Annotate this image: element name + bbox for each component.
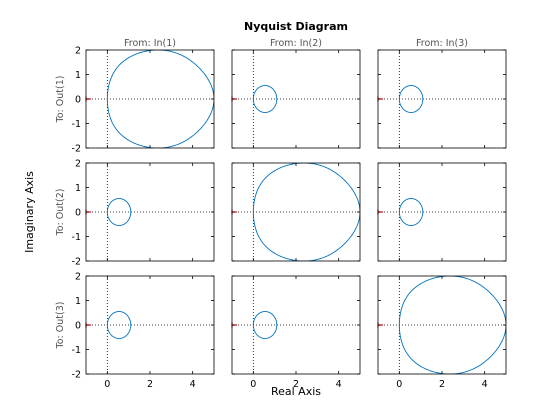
subplot-r2c1: -2 -1 0 1 2 To: Out(2) (55, 159, 215, 268)
x-tick-label: 0 (396, 379, 402, 390)
subplot-r3c2: 0 2 4 (231, 275, 361, 390)
row-header: To: Out(1) (55, 76, 66, 124)
y-tick-label: -2 (72, 144, 81, 155)
y-tick-label: 1 (75, 70, 81, 81)
x-tick-label: 4 (482, 379, 488, 390)
subplot-r1c3: From: In(3) (377, 38, 507, 149)
y-tick-label: 1 (75, 296, 81, 307)
nyquist-curve (398, 276, 506, 374)
x-tick-label: 2 (147, 379, 153, 390)
x-tick-label: 4 (336, 379, 342, 390)
column-header: From: In(2) (270, 38, 322, 49)
subplot-grid: -2 -1 0 1 2 From: In(1) To: Out(1) From: In(2) F… (55, 38, 507, 390)
x-tick-label: 2 (293, 379, 299, 390)
row-header: To: Out(3) (55, 302, 66, 350)
y-tick-label: 0 (75, 321, 81, 332)
subplot-r3c3: 0 2 4 (377, 275, 507, 390)
y-tick-label: -2 (72, 257, 81, 268)
subplot-r3c1: 0 2 4 -2 -1 0 1 2 To: Out(3) (55, 272, 215, 390)
nyquist-curve (252, 311, 278, 339)
y-tick-label: -2 (72, 370, 81, 381)
subplot-r1c2: From: In(2) (231, 38, 361, 149)
column-header: From: In(1) (124, 38, 176, 49)
nyquist-curve (252, 163, 360, 261)
subplot-r2c2 (231, 162, 361, 262)
nyquist-curve (106, 311, 132, 339)
y-tick-label: 1 (75, 183, 81, 194)
chart-title: Nyquist Diagram (244, 20, 348, 33)
row-header: To: Out(2) (55, 189, 66, 237)
nyquist-curve (398, 85, 424, 113)
subplot-r1c1: -2 -1 0 1 2 From: In(1) To: Out(1) (55, 38, 215, 155)
y-tick-label: 0 (75, 95, 81, 106)
y-tick-label: 2 (75, 272, 81, 283)
nyquist-curve (106, 198, 132, 226)
x-axis-label: Real Axis (271, 385, 321, 398)
x-tick-label: 0 (250, 379, 256, 390)
y-tick-label: 0 (75, 208, 81, 219)
y-tick-label: -1 (72, 119, 81, 130)
y-tick-label: -1 (72, 232, 81, 243)
nyquist-curve (252, 85, 278, 113)
y-tick-label: 2 (75, 159, 81, 170)
y-tick-label: -1 (72, 345, 81, 356)
x-tick-label: 0 (104, 379, 110, 390)
y-tick-label: 2 (75, 46, 81, 57)
subplot-r2c3 (377, 162, 507, 262)
y-axis-label: Imaginary Axis (23, 171, 36, 253)
x-tick-label: 4 (190, 379, 196, 390)
nyquist-curve (398, 198, 424, 226)
x-tick-label: 2 (439, 379, 445, 390)
column-header: From: In(3) (416, 38, 468, 49)
nyquist-curve (106, 50, 214, 148)
